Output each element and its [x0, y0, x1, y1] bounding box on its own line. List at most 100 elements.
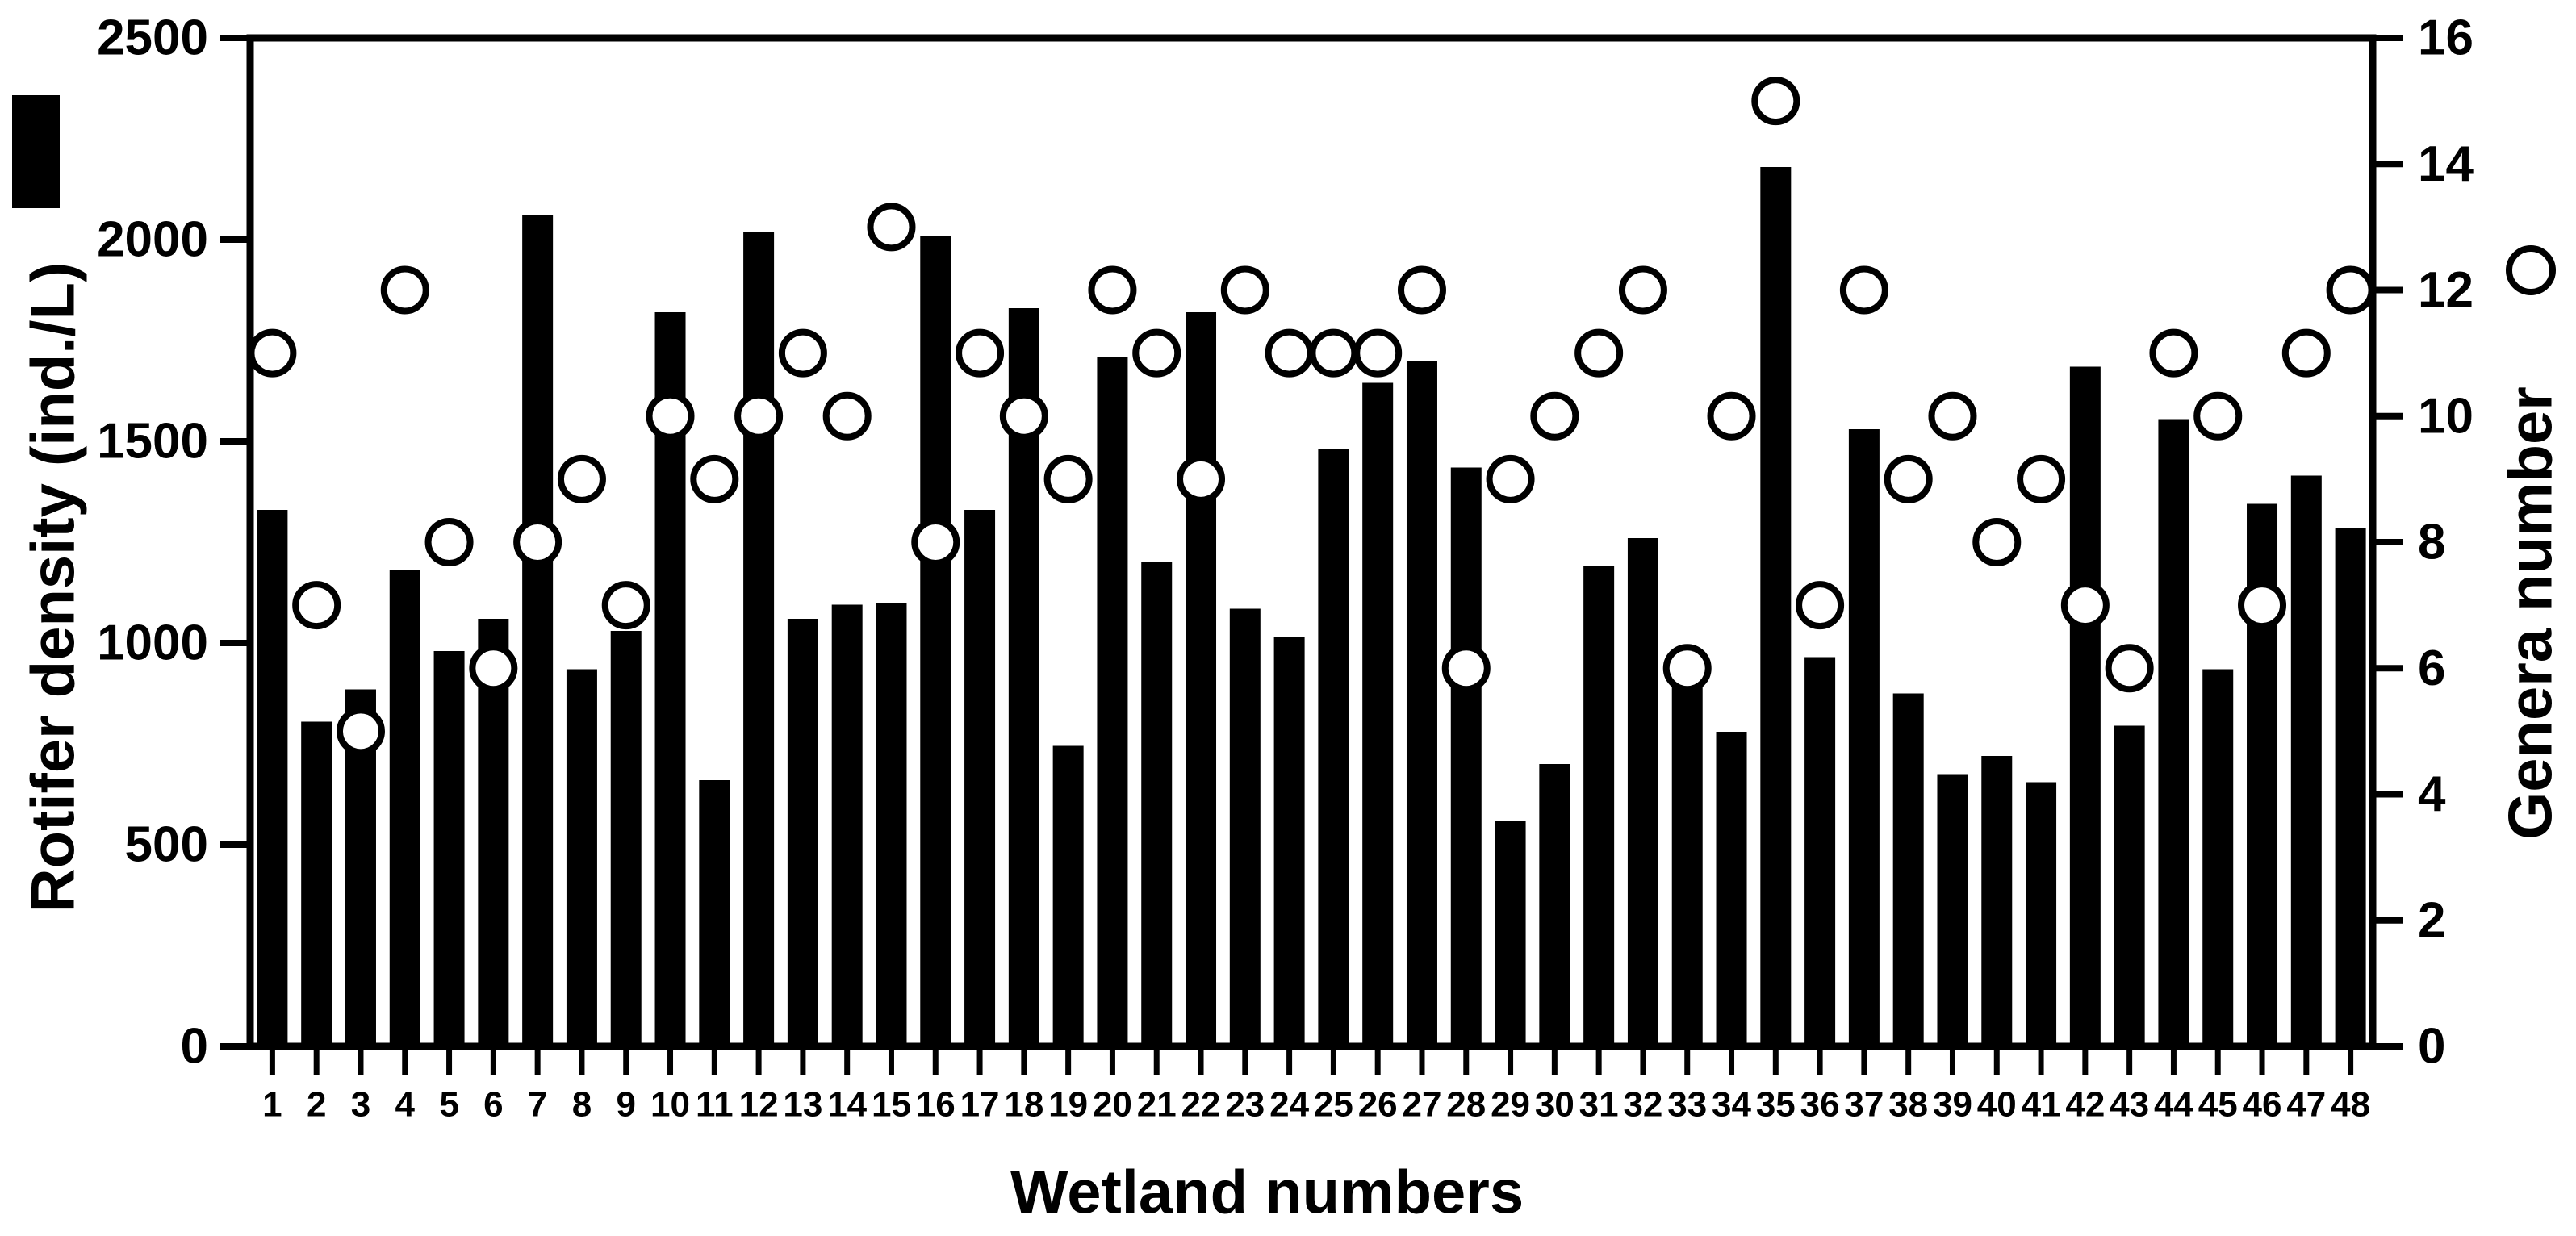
x-tick-label: 42 — [2065, 1085, 2105, 1125]
bar-wetland-13 — [787, 619, 818, 1046]
bar-wetland-5 — [433, 651, 465, 1046]
x-tick-label: 43 — [2110, 1085, 2149, 1125]
x-tick-label: 3 — [351, 1085, 370, 1125]
x-tick-label: 24 — [1269, 1085, 1309, 1125]
genera-point-wetland-22 — [1177, 454, 1226, 503]
y-left-tick-label: 500 — [125, 817, 208, 873]
bar-wetland-38 — [1892, 693, 1924, 1046]
bar-wetland-31 — [1583, 566, 1615, 1046]
genera-point-wetland-32 — [1618, 265, 1667, 315]
genera-point-wetland-39 — [1928, 391, 1977, 441]
bar-wetland-41 — [2026, 782, 2057, 1046]
x-tick-label: 27 — [1403, 1085, 1442, 1125]
genera-point-wetland-46 — [2238, 581, 2287, 630]
genera-point-wetland-21 — [1132, 328, 1181, 378]
y-right-tick-label: 0 — [2418, 1019, 2445, 1075]
y-right-tick-label: 12 — [2418, 262, 2474, 318]
x-tick-label: 14 — [827, 1085, 867, 1125]
genera-point-wetland-40 — [1972, 518, 2022, 566]
x-tick-label: 10 — [650, 1085, 690, 1125]
bar-wetland-25 — [1318, 449, 1349, 1046]
x-tick-label: 11 — [696, 1085, 734, 1125]
bar-wetland-11 — [699, 780, 730, 1046]
y-left-tick-label: 1500 — [97, 414, 208, 470]
bar-wetland-8 — [566, 669, 597, 1046]
y-left-tick-label: 1000 — [97, 616, 208, 671]
x-tick-label: 37 — [1844, 1085, 1884, 1125]
bar-wetland-20 — [1097, 357, 1128, 1046]
x-tick-label: 25 — [1314, 1085, 1353, 1125]
genera-point-wetland-25 — [1309, 328, 1358, 378]
x-tick-label: 41 — [2022, 1085, 2061, 1125]
genera-point-wetland-18 — [999, 391, 1048, 441]
genera-point-wetland-8 — [557, 454, 606, 503]
density-legend-swatch — [12, 95, 60, 208]
bar-wetland-36 — [1804, 657, 1836, 1046]
genera-point-wetland-45 — [2193, 391, 2243, 441]
x-tick-label: 30 — [1535, 1085, 1574, 1125]
x-tick-label: 38 — [1888, 1085, 1928, 1125]
y-right-tick-label: 16 — [2418, 10, 2474, 66]
x-tick-label: 7 — [528, 1085, 547, 1125]
bar-wetland-2 — [301, 721, 332, 1046]
bar-wetland-21 — [1141, 562, 1173, 1046]
bar-wetland-35 — [1760, 167, 1792, 1046]
bar-wetland-24 — [1273, 637, 1305, 1046]
x-tick-label: 46 — [2243, 1085, 2282, 1125]
bar-wetland-26 — [1362, 382, 1394, 1046]
y-left-tick-label: 2000 — [97, 212, 208, 268]
genera-point-wetland-16 — [911, 518, 960, 566]
genera-point-wetland-41 — [2017, 454, 2066, 503]
x-tick-label: 45 — [2198, 1085, 2238, 1125]
genera-point-wetland-28 — [1441, 644, 1491, 693]
genera-point-wetland-12 — [734, 391, 784, 441]
genera-point-wetland-37 — [1839, 265, 1888, 315]
y-axis-title-right: Genera number — [2496, 386, 2566, 840]
genera-point-wetland-2 — [292, 581, 341, 630]
bar-wetland-28 — [1450, 467, 1482, 1046]
genera-point-wetland-42 — [2060, 581, 2110, 630]
x-tick-label: 16 — [916, 1085, 956, 1125]
x-tick-label: 40 — [1977, 1085, 2017, 1125]
bar-wetland-39 — [1937, 774, 1968, 1046]
bar-wetland-17 — [964, 510, 996, 1046]
genera-point-wetland-44 — [2149, 328, 2198, 378]
bar-wetland-7 — [522, 215, 554, 1046]
y-right-tick-label: 8 — [2418, 515, 2445, 570]
x-tick-label: 22 — [1181, 1085, 1221, 1125]
genera-point-wetland-15 — [867, 203, 916, 252]
y-left-tick-label: 0 — [181, 1019, 208, 1075]
genera-point-wetland-1 — [248, 328, 297, 378]
x-tick-label: 26 — [1358, 1085, 1398, 1125]
x-tick-label: 15 — [872, 1085, 911, 1125]
y-left-tick-label: 2500 — [97, 10, 208, 66]
genera-point-wetland-3 — [336, 707, 385, 756]
bar-wetland-40 — [1981, 756, 2013, 1046]
genera-point-wetland-14 — [822, 391, 872, 441]
bar-wetland-32 — [1627, 538, 1658, 1046]
genera-point-wetland-43 — [2105, 644, 2154, 693]
x-tick-label: 32 — [1623, 1085, 1662, 1125]
genera-point-wetland-6 — [469, 644, 518, 693]
bar-wetland-9 — [610, 631, 642, 1046]
bar-wetland-48 — [2335, 528, 2366, 1046]
genera-legend-marker — [2506, 245, 2556, 295]
y-right-tick-label: 10 — [2418, 388, 2474, 444]
genera-point-wetland-34 — [1707, 391, 1756, 441]
x-tick-label: 36 — [1800, 1085, 1840, 1125]
bar-wetland-27 — [1406, 361, 1437, 1046]
bar-wetland-44 — [2158, 419, 2189, 1046]
genera-point-wetland-47 — [2281, 328, 2331, 378]
bar-wetland-37 — [1848, 429, 1880, 1046]
genera-point-wetland-11 — [690, 454, 739, 503]
bar-wetland-43 — [2114, 725, 2145, 1046]
bar-wetland-19 — [1052, 745, 1084, 1046]
x-tick-label: 34 — [1712, 1085, 1751, 1125]
x-tick-label: 6 — [483, 1085, 503, 1125]
genera-point-wetland-17 — [956, 328, 1005, 378]
bar-wetland-16 — [920, 236, 951, 1046]
x-tick-label: 33 — [1667, 1085, 1707, 1125]
genera-point-wetland-29 — [1486, 454, 1535, 503]
